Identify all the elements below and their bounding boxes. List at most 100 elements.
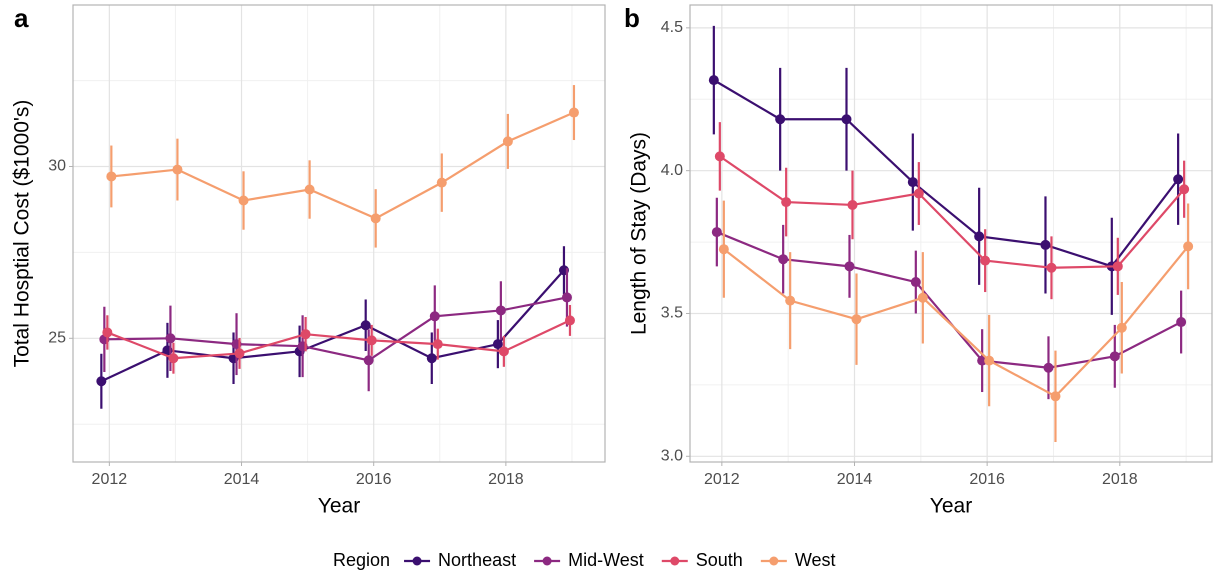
point bbox=[492, 339, 503, 350]
point bbox=[432, 339, 443, 350]
point bbox=[495, 305, 506, 316]
point bbox=[363, 355, 374, 366]
point bbox=[1183, 241, 1194, 252]
point bbox=[172, 164, 183, 175]
panel-border bbox=[689, 4, 1213, 463]
x-tick-label: 2012 bbox=[704, 471, 740, 488]
point bbox=[165, 333, 176, 344]
point bbox=[168, 353, 179, 364]
point bbox=[426, 353, 437, 364]
point bbox=[1040, 239, 1051, 250]
legend: Region Northeast Mid-West South West bbox=[333, 550, 836, 570]
legend-title: Region bbox=[333, 550, 390, 570]
point bbox=[102, 327, 113, 338]
point bbox=[1176, 317, 1187, 328]
point bbox=[851, 314, 862, 325]
legend-key-point bbox=[412, 556, 422, 566]
point bbox=[841, 114, 852, 125]
y-tick-label: 4.5 bbox=[661, 19, 683, 36]
point bbox=[564, 315, 575, 326]
legend-key-point bbox=[542, 556, 552, 566]
point bbox=[917, 292, 928, 303]
point bbox=[498, 346, 509, 357]
series-line bbox=[713, 79, 1180, 268]
point bbox=[234, 348, 245, 359]
point bbox=[714, 151, 725, 162]
x-tick-label: 2014 bbox=[224, 471, 260, 488]
panel-label: a bbox=[14, 3, 29, 33]
point bbox=[300, 329, 311, 340]
point bbox=[910, 277, 921, 288]
point bbox=[360, 320, 371, 331]
point bbox=[775, 114, 786, 125]
point bbox=[711, 227, 722, 238]
point bbox=[844, 261, 855, 272]
point bbox=[974, 231, 985, 242]
series-line bbox=[106, 319, 571, 360]
plot-background bbox=[73, 5, 605, 462]
point bbox=[1046, 262, 1057, 273]
x-tick-label: 2018 bbox=[488, 471, 524, 488]
series bbox=[714, 122, 1190, 300]
series bbox=[718, 200, 1194, 443]
y-tick-label: 3.0 bbox=[661, 448, 683, 465]
point bbox=[304, 184, 315, 195]
y-tick-label: 30 bbox=[48, 158, 66, 175]
x-tick-label: 2016 bbox=[356, 471, 392, 488]
point bbox=[785, 295, 796, 306]
point bbox=[1112, 261, 1123, 272]
point bbox=[106, 171, 117, 182]
series bbox=[708, 25, 1184, 315]
point bbox=[568, 107, 579, 118]
plot-background bbox=[690, 5, 1212, 462]
point bbox=[96, 376, 107, 387]
legend-key-point bbox=[769, 556, 779, 566]
series-line bbox=[104, 296, 568, 362]
panel-border bbox=[72, 4, 606, 463]
y-tick-label: 25 bbox=[48, 330, 66, 347]
point bbox=[847, 199, 858, 210]
point bbox=[781, 197, 792, 208]
point bbox=[366, 335, 377, 346]
legend-label: Mid-West bbox=[568, 550, 644, 570]
series bbox=[106, 85, 579, 248]
y-axis-title: Length of Stay (Days) bbox=[628, 132, 651, 335]
legend-label: West bbox=[795, 550, 836, 570]
point bbox=[370, 213, 381, 224]
series-line bbox=[719, 155, 1185, 269]
point bbox=[708, 75, 719, 86]
point bbox=[1043, 362, 1054, 373]
series bbox=[99, 268, 572, 392]
point bbox=[1179, 184, 1190, 195]
x-tick-label: 2012 bbox=[92, 471, 128, 488]
point bbox=[977, 355, 988, 366]
y-tick-label: 3.5 bbox=[661, 305, 683, 322]
x-tick-label: 2018 bbox=[1102, 471, 1138, 488]
point bbox=[1050, 391, 1061, 402]
legend-label: Northeast bbox=[438, 550, 516, 570]
point bbox=[980, 255, 991, 266]
point bbox=[1173, 174, 1184, 185]
point bbox=[718, 244, 729, 255]
y-tick-label: 4.0 bbox=[661, 162, 683, 179]
point bbox=[1116, 322, 1127, 333]
point bbox=[913, 188, 924, 199]
legend-key-point bbox=[670, 556, 680, 566]
x-axis-title: Year bbox=[930, 495, 972, 518]
point bbox=[984, 355, 995, 366]
point bbox=[502, 136, 513, 147]
y-axis-title: Total Hosptial Cost ($1000's) bbox=[11, 100, 34, 368]
point bbox=[1109, 351, 1120, 362]
series bbox=[96, 246, 569, 409]
point bbox=[238, 195, 249, 206]
point bbox=[436, 177, 447, 188]
point bbox=[907, 177, 918, 188]
x-tick-label: 2016 bbox=[969, 471, 1005, 488]
series bbox=[102, 304, 575, 374]
legend-label: South bbox=[696, 550, 743, 570]
point bbox=[778, 254, 789, 265]
series-line bbox=[111, 111, 575, 220]
series-line bbox=[723, 245, 1189, 398]
point bbox=[561, 292, 572, 303]
x-axis-title: Year bbox=[318, 495, 360, 518]
